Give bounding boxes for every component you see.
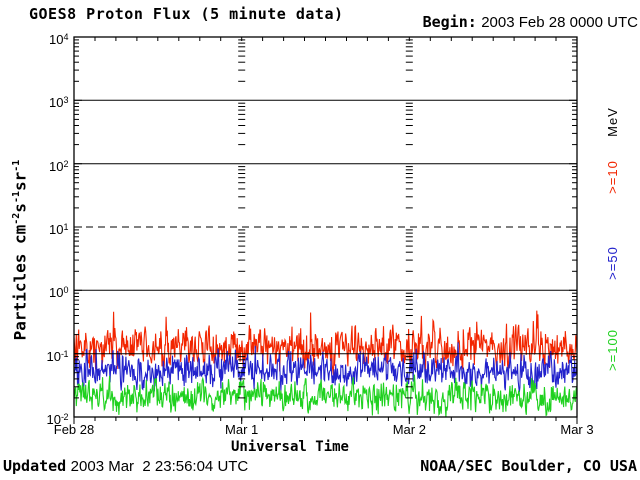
updated-label: Updated — [3, 457, 67, 475]
x-tick-label: Mar 2 — [392, 422, 426, 437]
y-tick-label: 101 — [49, 222, 68, 237]
updated-timestamp: Updated 2003 Mar 2 23:56:04 UTC — [3, 457, 248, 476]
axis-ticks — [73, 37, 578, 424]
begin-line: Begin: 2003 Feb 28 0000 UTC — [423, 13, 638, 32]
x-tick-label: Mar 1 — [225, 422, 259, 437]
series-50mev-line — [74, 342, 577, 393]
y-tick-label: 100 — [49, 285, 68, 301]
y-tick-label: 10-1 — [46, 348, 69, 364]
x-axis-title: Universal Time — [230, 439, 349, 455]
updated-value: 2003 Mar 2 23:56:04 UTC — [70, 458, 249, 475]
data-series-group — [74, 310, 577, 417]
y-tick-label: 10-2 — [46, 412, 69, 427]
y-axis-title-part: s — [10, 203, 30, 213]
legend-ge50-label: >=50 — [605, 246, 620, 280]
x-tick-label: Feb 28 — [53, 422, 95, 437]
y-tick-label: 103 — [49, 95, 68, 111]
begin-value: 2003 Feb 28 0000 UTC — [481, 14, 638, 31]
legend-ge10-label: >=10 — [605, 160, 620, 194]
source-attribution: NOAA/SEC Boulder, CO USA — [420, 457, 637, 475]
x-tick-label: Mar 3 — [560, 422, 594, 437]
series-10mev-line — [74, 310, 577, 376]
begin-label: Begin: — [422, 13, 477, 31]
y-axis-title-part: -2 — [11, 212, 22, 225]
chart-title: GOES8 Proton Flux (5 minute data) — [29, 5, 344, 23]
legend-ge100-label: >=100 — [605, 329, 620, 371]
y-tick-label: 102 — [49, 158, 68, 174]
y-axis-title-part: -1 — [11, 159, 22, 172]
y-axis-title-part: -1 — [11, 191, 22, 204]
y-axis-title-part: sr — [10, 171, 30, 191]
y-tick-label: 104 — [49, 32, 68, 47]
gridlines — [74, 99, 577, 355]
series-100mev-line — [74, 374, 577, 417]
